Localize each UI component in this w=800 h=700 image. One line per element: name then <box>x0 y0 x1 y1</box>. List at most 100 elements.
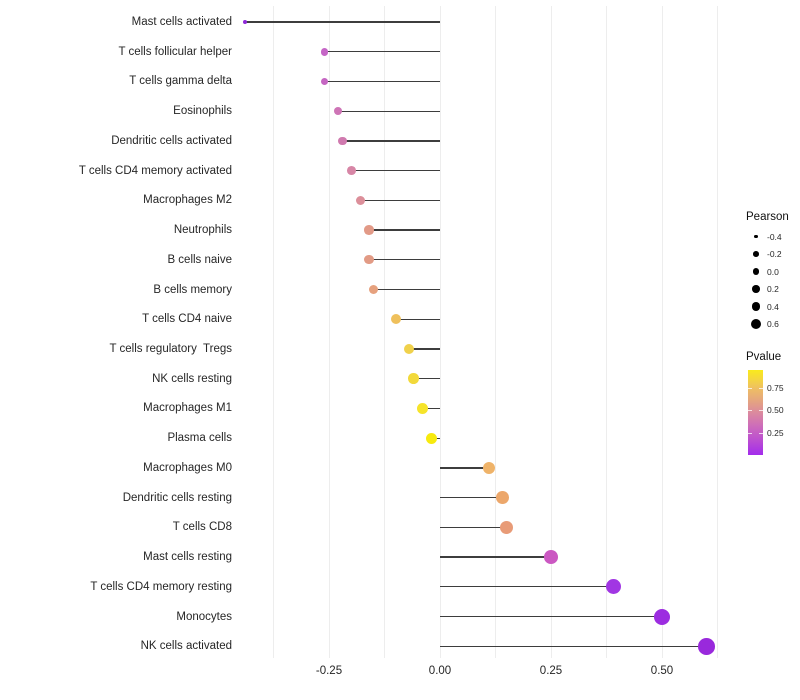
gridline <box>717 6 718 658</box>
lollipop-stem <box>368 229 440 231</box>
gridline <box>550 6 552 658</box>
lollipop-dot <box>242 20 247 24</box>
legend-size-dot <box>753 251 759 257</box>
y-axis-label: Macrophages M2 <box>143 194 232 207</box>
legend-size-label: 0.0 <box>767 266 779 277</box>
gridline <box>273 6 274 658</box>
y-axis-label: Mast cells activated <box>131 16 232 28</box>
lollipop-stem <box>413 378 440 380</box>
lollipop-dot <box>364 255 374 265</box>
lollipop-dot <box>544 550 558 565</box>
lollipop-stem <box>440 645 707 647</box>
y-axis-label: Plasma cells <box>167 432 232 445</box>
legend-size-dot <box>752 268 760 275</box>
lollipop-stem <box>440 467 489 469</box>
x-axis-tick-label: 0.00 <box>428 665 452 677</box>
legend-size-label: 0.2 <box>767 284 779 294</box>
lollipop-stem <box>324 80 440 83</box>
gridline <box>495 6 496 658</box>
legend-size-dot <box>754 234 758 239</box>
legend-size-label: 0.4 <box>767 301 779 312</box>
lollipop-stem <box>373 288 440 291</box>
colorbar-tick <box>748 432 752 434</box>
y-axis-label: Eosinophils <box>173 105 232 118</box>
lollipop-stem <box>422 407 440 410</box>
y-axis-label: T cells CD4 memory activated <box>78 164 232 177</box>
legend-size-label: -0.4 <box>767 231 782 242</box>
y-axis-label: Macrophages M0 <box>143 461 232 474</box>
colorbar-tick-label: 0.50 <box>767 405 784 416</box>
x-axis-tick-label: 0.50 <box>650 665 674 677</box>
lollipop-dot <box>605 579 621 595</box>
gridline <box>661 6 663 658</box>
legend-size-dot <box>752 285 760 293</box>
y-axis-label: NK cells resting <box>152 372 232 385</box>
lollipop-dot <box>403 343 415 355</box>
y-axis-label: Monocytes <box>176 610 232 623</box>
pearson-legend-title: Pearson <box>746 211 789 223</box>
lollipop-dot <box>698 637 715 655</box>
lollipop-dot <box>364 225 374 235</box>
y-axis-label: T cells gamma delta <box>129 75 232 88</box>
gridline <box>439 6 441 658</box>
x-axis-tick-label: -0.25 <box>315 665 343 677</box>
colorbar-tick <box>748 410 752 412</box>
lollipop-stem <box>395 318 440 320</box>
y-axis-label: B cells naive <box>167 253 232 266</box>
lollipop-stem <box>351 169 440 172</box>
lollipop-dot <box>495 491 509 505</box>
colorbar-tick <box>748 387 752 389</box>
y-axis-label: T cells CD4 naive <box>142 313 232 326</box>
colorbar-tick-label: 0.75 <box>767 382 784 393</box>
colorbar-tick-label: 0.25 <box>767 427 784 438</box>
lollipop-dot <box>500 520 514 534</box>
lollipop-dot <box>390 314 401 325</box>
lollipop-stem <box>408 348 440 350</box>
lollipop-dot <box>408 373 419 385</box>
lollipop-dot <box>346 166 356 176</box>
y-axis-label: Dendritic cells activated <box>111 134 232 147</box>
lollipop-stem <box>440 615 662 618</box>
lollipop-dot <box>333 107 343 116</box>
y-axis-label: T cells follicular helper <box>118 45 232 58</box>
lollipop-dot <box>355 195 365 205</box>
legend-size-dot <box>751 319 761 329</box>
lollipop-dot <box>653 608 670 625</box>
lollipop-stem <box>342 140 440 142</box>
pvalue-colorbar <box>748 370 763 455</box>
gridline <box>384 6 385 658</box>
lollipop-dot <box>320 77 329 86</box>
lollipop-dot <box>482 461 496 475</box>
lollipop-stem <box>244 21 440 23</box>
y-axis-label: T cells CD4 memory resting <box>90 580 232 593</box>
colorbar-tick <box>759 410 763 412</box>
legend-size-label: 0.6 <box>767 319 779 329</box>
lollipop-stem <box>440 586 614 588</box>
colorbar-tick <box>759 432 763 434</box>
lollipop-dot <box>425 432 437 444</box>
pvalue-legend-title: Pvalue <box>746 351 782 363</box>
y-axis-label: NK cells activated <box>140 640 232 653</box>
legend-size-dot <box>751 302 761 311</box>
y-axis-label: Macrophages M1 <box>143 402 232 415</box>
colorbar-tick <box>759 387 763 389</box>
lollipop-stem <box>337 110 440 112</box>
y-axis-label: T cells regulatory Tregs <box>109 342 232 355</box>
lollipop-stem <box>440 496 503 499</box>
y-axis-label: T cells CD8 <box>172 521 232 534</box>
lollipop-stem <box>324 51 440 53</box>
gridline <box>328 6 330 658</box>
lollipop-stem <box>440 556 551 558</box>
gridline <box>606 6 607 658</box>
lollipop-dot <box>368 284 379 295</box>
x-axis-tick-label: 0.25 <box>539 665 563 677</box>
y-axis-label: Mast cells resting <box>143 551 232 564</box>
lollipop-dot <box>416 403 428 414</box>
lollipop-dot <box>320 47 329 56</box>
lollipop-dot <box>338 136 347 146</box>
lollipop-stem <box>440 526 507 528</box>
legend-size-label: -0.2 <box>767 249 782 259</box>
y-axis-label: Neutrophils <box>173 224 232 237</box>
